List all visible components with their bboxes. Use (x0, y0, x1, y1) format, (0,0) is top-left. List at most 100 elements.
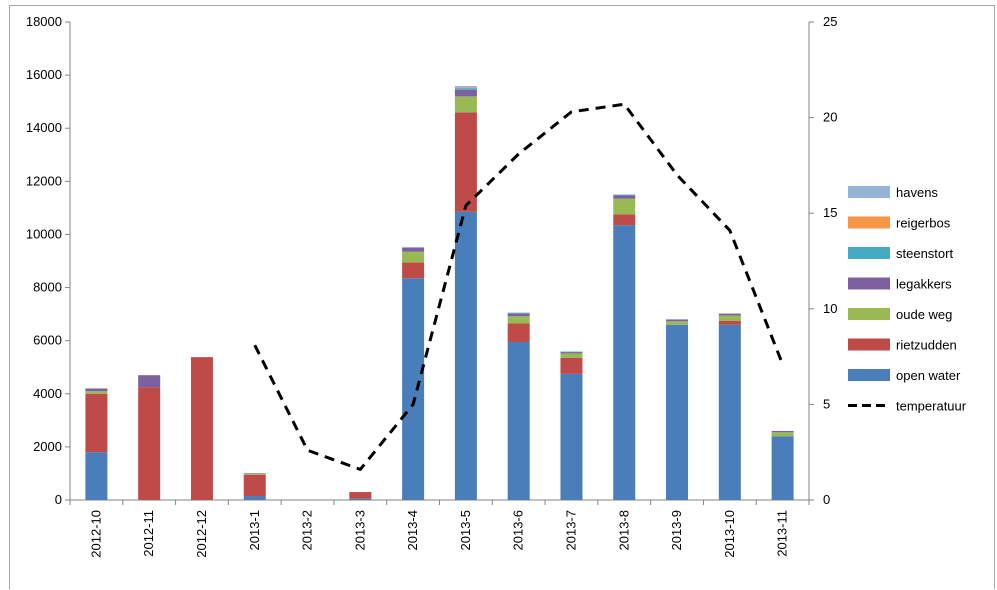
legend-item-steenstort: steenstort (848, 246, 953, 261)
bar-steenstort (454, 88, 477, 90)
bar-havens (507, 312, 530, 314)
x-tick-label: 2012-10 (88, 510, 103, 558)
bar-rietzudden (349, 492, 372, 499)
bar-legakkers (243, 473, 266, 474)
bar-open-water (718, 324, 741, 500)
bar-rietzudden (560, 357, 583, 374)
bar-open-water (454, 211, 477, 500)
bar-open-water (402, 278, 425, 500)
legend-label: steenstort (896, 246, 953, 261)
bar-oude-weg (85, 391, 108, 394)
bar-steenstort (613, 194, 636, 196)
bar-legakkers (138, 375, 161, 388)
legend-label: temperatuur (896, 399, 967, 414)
x-tick-label: 2012-12 (194, 510, 209, 558)
bar-open-water (613, 225, 636, 500)
legend-item-open-water: open water (848, 368, 961, 383)
bar-open-water (771, 436, 794, 500)
legend-label: open water (896, 368, 961, 383)
legend-label: reigerbos (896, 216, 951, 231)
legend-item-reigerbos: reigerbos (848, 216, 951, 231)
bar-legakkers (454, 89, 477, 97)
legend-item-rietzudden: rietzudden (848, 338, 957, 353)
bar-oude-weg (507, 316, 530, 324)
y-right-tick-label: 15 (823, 205, 837, 220)
legend-label: legakkers (896, 277, 952, 292)
y-right-tick-label: 0 (823, 492, 830, 507)
bar-legakkers (771, 430, 794, 433)
y-left-tick-label: 10000 (26, 226, 62, 241)
y-right-tick-label: 10 (823, 301, 837, 316)
legend-swatch (848, 216, 890, 229)
bar-rietzudden (718, 320, 741, 325)
y-left-tick-label: 6000 (33, 333, 62, 348)
bar-oude-weg (666, 321, 689, 325)
bar-reigerbos (454, 87, 477, 89)
y-left-tick-label: 14000 (26, 120, 62, 135)
bar-rietzudden (454, 112, 477, 212)
legend-label: oude weg (896, 307, 952, 322)
x-tick-label: 2013-7 (563, 510, 578, 550)
legend-swatch (848, 369, 890, 381)
bar-havens (402, 246, 425, 248)
chart-area (9, 5, 995, 589)
y-left-tick-label: 18000 (26, 14, 62, 29)
y-right-tick-label: 5 (823, 396, 830, 411)
bar-open-water (349, 498, 372, 500)
bar-steenstort (560, 351, 583, 353)
bar-oude-weg (771, 432, 794, 437)
bar-legakkers (666, 319, 689, 322)
x-tick-label: 2012-11 (141, 510, 156, 557)
x-tick-label: 2013-10 (722, 510, 737, 558)
bar-rietzudden (613, 214, 636, 226)
x-tick-label: 2013-4 (405, 510, 420, 550)
x-tick-label: 2013-5 (458, 510, 473, 550)
legend-swatch (848, 277, 890, 290)
legend-item-legakkers: legakkers (848, 277, 952, 292)
bar-rietzudden (402, 262, 425, 279)
y-right-tick-label: 25 (823, 14, 837, 29)
legend-item-temperatuur: temperatuur (848, 399, 967, 414)
legend-item-havens: havens (848, 185, 938, 200)
bar-rietzudden (190, 357, 213, 500)
bar-open-water (243, 496, 266, 500)
bar-havens (613, 194, 636, 195)
bar-open-water (666, 324, 689, 500)
x-tick-label: 2013-8 (616, 510, 631, 550)
bar-steenstort (507, 313, 530, 314)
bar-legakkers (402, 247, 425, 252)
bar-legakkers (85, 388, 108, 392)
bar-rietzudden (507, 323, 530, 342)
bar-rietzudden (138, 387, 161, 500)
x-tick-label: 2013-11 (775, 510, 790, 557)
x-tick-label: 2013-1 (247, 510, 262, 550)
bar-open-water (507, 341, 530, 500)
bar-oude-weg (454, 96, 477, 113)
bar-oude-weg (613, 198, 636, 215)
legend-swatch (848, 308, 890, 320)
bar-open-water (560, 373, 583, 500)
x-tick-label: 2013-3 (352, 510, 367, 550)
x-tick-label: 2013-6 (511, 510, 526, 550)
bar-oude-weg (560, 353, 583, 358)
y-left-tick-label: 8000 (33, 280, 62, 295)
line-temperatuur (253, 102, 785, 471)
bar-open-water (85, 452, 108, 500)
x-tick-label: 2013-9 (669, 510, 684, 550)
y-left-tick-label: 2000 (33, 439, 62, 454)
bar-legakkers (560, 352, 583, 354)
legend-label: rietzudden (896, 338, 957, 353)
y-left-tick-label: 16000 (26, 67, 62, 82)
legend-label: havens (896, 185, 938, 200)
y-right-tick-label: 20 (823, 110, 837, 125)
bar-legakkers (613, 195, 636, 199)
y-left-tick-label: 0 (55, 492, 62, 507)
bar-oude-weg (718, 315, 741, 321)
legend-swatch (848, 247, 890, 259)
bar-rietzudden (85, 393, 108, 453)
bar-legakkers (507, 313, 530, 317)
y-left-tick-label: 4000 (33, 386, 62, 401)
legend-swatch (848, 186, 890, 198)
bar-rietzudden (243, 474, 266, 497)
